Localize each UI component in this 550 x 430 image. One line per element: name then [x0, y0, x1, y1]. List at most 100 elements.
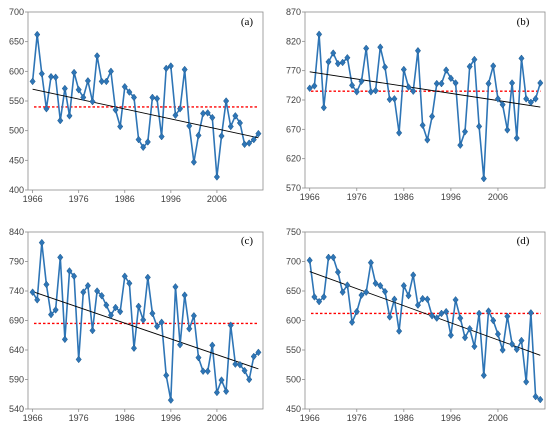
chart-panel-c: 540 590 640 690 740 790 840 1966 1976 1986 1996 200…: [9, 227, 264, 423]
data-point-marker: [330, 49, 337, 57]
data-point-marker: [117, 307, 124, 316]
x-tick-label: 2006: [488, 413, 508, 423]
data-point-marker: [509, 79, 516, 87]
data-point-marker: [344, 53, 351, 62]
data-point-marker: [400, 65, 407, 74]
x-tick-label: 1996: [441, 192, 461, 202]
y-tick-label: 700: [286, 257, 301, 267]
data-point-marker: [316, 30, 323, 39]
data-point-marker: [200, 109, 207, 118]
data-point-marker: [461, 333, 469, 342]
data-point-marker: [232, 360, 239, 368]
y-tick-label: 600: [286, 316, 301, 326]
data-point-marker: [311, 82, 318, 90]
data-point-marker: [518, 54, 525, 63]
data-point-marker: [209, 341, 216, 350]
data-point-marker: [414, 46, 421, 55]
data-point-marker: [130, 93, 138, 102]
y-tick-label: 550: [9, 96, 24, 106]
data-point-marker: [186, 324, 193, 333]
data-point-marker: [80, 288, 87, 296]
data-point-marker: [241, 366, 248, 375]
y-tick-label: 450: [9, 155, 24, 165]
trend-line: [32, 291, 259, 370]
data-point-marker: [117, 122, 124, 131]
x-tick-label: 1966: [23, 194, 43, 204]
data-point-marker: [424, 295, 431, 304]
data-point-marker: [71, 68, 78, 77]
data-point-marker: [61, 84, 68, 93]
data-point-marker: [163, 64, 170, 73]
data-point-marker: [480, 371, 487, 380]
data-point-marker: [181, 65, 188, 74]
data-point-marker: [246, 375, 253, 384]
data-point-marker: [457, 141, 464, 149]
data-point-marker: [52, 73, 59, 82]
data-point-marker: [527, 309, 534, 317]
data-point-marker: [429, 311, 436, 320]
panel-label: (b): [517, 16, 530, 28]
data-point-marker: [377, 43, 384, 52]
data-point-marker: [98, 77, 105, 86]
data-point-marker: [144, 138, 151, 146]
data-point-marker: [490, 62, 497, 70]
y-tick-label: 600: [9, 66, 24, 76]
panel-label: (d): [517, 235, 530, 247]
data-point-marker: [140, 316, 147, 324]
data-point-marker: [135, 302, 142, 311]
data-point-marker: [38, 69, 45, 78]
data-point-marker: [438, 79, 445, 88]
data-point-marker: [29, 288, 36, 296]
data-point-marker: [126, 279, 133, 288]
x-tick-label: 2006: [207, 413, 227, 423]
data-point-marker: [391, 295, 398, 304]
series-line: [31, 33, 260, 178]
panel-label: (c): [241, 235, 254, 247]
x-tick-label: 1986: [394, 413, 414, 423]
data-point-marker: [485, 79, 492, 88]
data-point-marker: [195, 353, 202, 362]
trend-line: [309, 71, 541, 108]
x-tick-label: 1966: [23, 413, 43, 423]
data-point-marker: [107, 67, 114, 76]
data-point-marker: [424, 136, 431, 144]
y-tick-label: 500: [9, 126, 24, 136]
data-point-marker: [177, 104, 184, 113]
data-point-marker: [153, 94, 161, 103]
y-tick-label: 650: [286, 286, 301, 296]
data-point-marker: [457, 314, 464, 322]
data-point-marker: [75, 85, 82, 94]
data-point-marker: [509, 340, 516, 348]
data-point-marker: [200, 367, 207, 376]
trend-line: [32, 88, 259, 139]
data-point-marker: [523, 378, 530, 386]
data-point-marker: [57, 116, 64, 125]
data-point-marker: [443, 307, 450, 316]
y-tick-label: 690: [9, 316, 24, 326]
data-point-marker: [476, 309, 483, 318]
data-point-marker: [89, 326, 96, 335]
data-point-marker: [158, 132, 165, 141]
data-point-marker: [367, 258, 374, 267]
data-point-marker: [334, 268, 341, 276]
data-point-marker: [372, 279, 379, 288]
data-point-marker: [94, 287, 101, 295]
data-point-marker: [461, 127, 469, 136]
y-tick-label: 790: [9, 257, 24, 267]
data-point-marker: [75, 355, 82, 364]
data-point-marker: [494, 95, 501, 103]
y-tick-label: 770: [286, 66, 301, 76]
data-point-marker: [391, 95, 398, 103]
data-point-marker: [43, 280, 50, 289]
data-point-marker: [158, 318, 165, 327]
data-point-marker: [490, 316, 497, 325]
data-point-marker: [181, 291, 188, 299]
data-point-marker: [325, 253, 332, 262]
data-point-marker: [195, 131, 202, 140]
data-point-marker: [34, 30, 41, 39]
data-point-marker: [349, 318, 356, 327]
data-point-marker: [186, 122, 193, 130]
data-point-marker: [438, 309, 445, 318]
data-point-marker: [190, 158, 197, 166]
data-point-marker: [414, 301, 421, 309]
